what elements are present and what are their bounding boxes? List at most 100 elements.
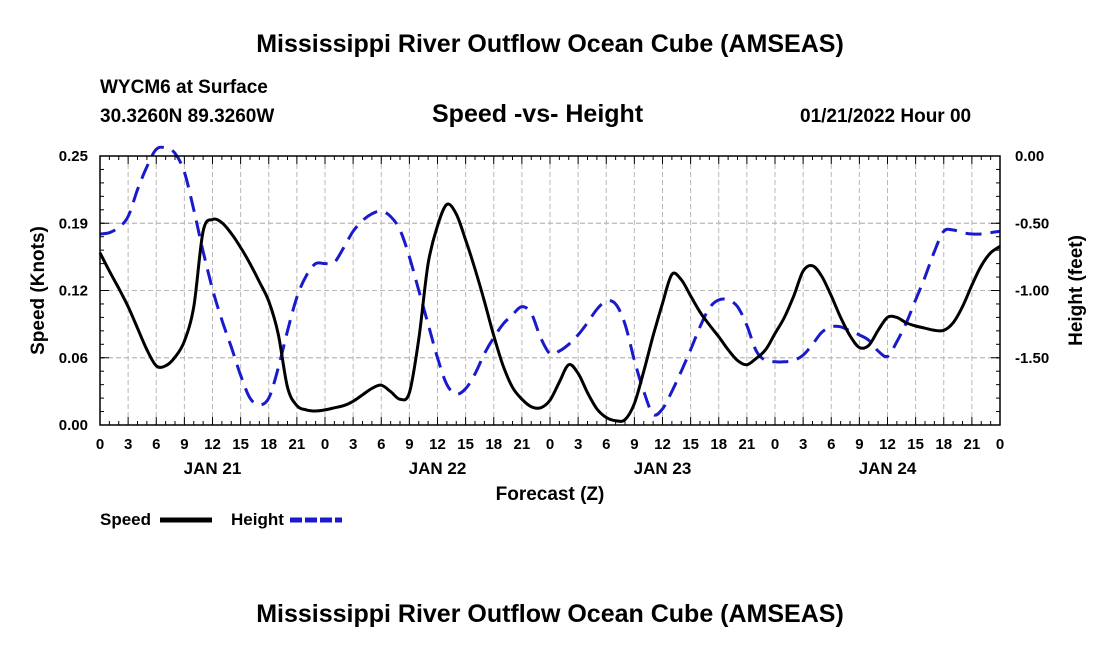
x-tick-label: 0: [96, 436, 104, 453]
data-point-height: [146, 166, 148, 168]
y-right-tick-label: -0.50: [1015, 215, 1049, 232]
x-tick-label: 15: [682, 436, 699, 453]
data-point-speed: [108, 270, 110, 272]
data-point-speed: [568, 364, 570, 366]
plot-frame: [99, 155, 1001, 426]
axis-labels: 0 3 6 9 12 15 18 21 0 3 6 9 12 15 18 21 0 3 6 9 12 15 18 21 0 3 6 9…: [28, 148, 1087, 505]
data-point-speed: [896, 316, 898, 318]
data-point-speed: [924, 327, 926, 329]
data-point-height: [427, 323, 429, 325]
data-point-height: [305, 275, 307, 277]
x-tick-label: 21: [289, 436, 306, 453]
data-point-speed: [511, 386, 513, 388]
data-point-height: [268, 397, 270, 399]
x-tick-label: 0: [321, 436, 329, 453]
legend-label-height: Height: [231, 510, 284, 529]
x-tick-label: 12: [204, 436, 221, 453]
data-point-height: [549, 353, 551, 355]
data-point-speed: [558, 381, 560, 383]
data-point-speed: [530, 406, 532, 408]
x-tick-label: 9: [630, 436, 638, 453]
x-tick-label: 6: [602, 436, 610, 453]
data-point-height: [877, 350, 879, 352]
data-point-height: [380, 210, 382, 212]
data-point-height: [605, 300, 607, 302]
data-point-height: [774, 361, 776, 363]
data-point-height: [174, 152, 176, 154]
data-point-height: [511, 314, 513, 316]
data-point-height: [633, 359, 635, 361]
x-tick-label: 15: [907, 436, 924, 453]
data-point-speed: [549, 399, 551, 401]
data-point-speed: [914, 325, 916, 327]
data-point-speed: [239, 246, 241, 248]
data-point-speed: [718, 336, 720, 338]
data-point-speed: [933, 329, 935, 331]
data-point-height: [661, 408, 663, 410]
data-point-height: [643, 390, 645, 392]
data-point-speed: [324, 409, 326, 411]
data-point-speed: [146, 348, 148, 350]
data-point-speed: [493, 334, 495, 336]
data-point-height: [314, 262, 316, 264]
series-line-speed: [98, 202, 1001, 423]
data-point-speed: [774, 332, 776, 334]
x-tick-label: 9: [180, 436, 188, 453]
data-point-height: [980, 233, 982, 235]
date-label: JAN 23: [634, 459, 692, 478]
data-point-speed: [277, 332, 279, 334]
data-point-speed: [943, 329, 945, 331]
data-point-speed: [755, 357, 757, 359]
data-point-height: [839, 326, 841, 328]
data-point-speed: [764, 348, 766, 350]
data-point-speed: [427, 262, 429, 264]
data-point-height: [211, 288, 213, 290]
data-point-height: [361, 219, 363, 221]
x-tick-label: 15: [232, 436, 249, 453]
data-point-speed: [811, 265, 813, 267]
data-point-speed: [793, 295, 795, 297]
data-point-height: [868, 339, 870, 341]
data-point-speed: [680, 279, 682, 281]
data-point-height: [764, 359, 766, 361]
data-point-height: [586, 322, 588, 324]
data-point-height: [858, 334, 860, 336]
data-point-speed: [183, 340, 185, 342]
data-point-height: [193, 209, 195, 211]
data-point-speed: [446, 203, 448, 205]
x-tick-label: 21: [514, 436, 531, 453]
x-tick-label: 3: [349, 436, 357, 453]
data-point-speed: [389, 390, 391, 392]
y-right-tick-label: -1.50: [1015, 350, 1049, 367]
data-point-speed: [671, 273, 673, 275]
y-left-tick-label: 0.25: [59, 148, 88, 165]
data-point-height: [680, 370, 682, 372]
x-axis-title: Forecast (Z): [496, 484, 605, 505]
footer-title: Mississippi River Outflow Ocean Cube (AM…: [256, 600, 844, 628]
data-point-height: [277, 367, 279, 369]
x-tick-label: 21: [739, 436, 756, 453]
data-point-height: [596, 308, 598, 310]
data-point-speed: [127, 305, 129, 307]
data-point-speed: [436, 225, 438, 227]
station-label: WYCM6 at Surface: [100, 77, 268, 98]
data-point-speed: [586, 392, 588, 394]
data-point-speed: [746, 364, 748, 366]
x-tick-label: 3: [799, 436, 807, 453]
data-point-speed: [314, 410, 316, 412]
x-tick-label: 9: [855, 436, 863, 453]
x-tick-label: 6: [377, 436, 385, 453]
data-point-height: [108, 231, 110, 233]
forecast-datetime: 01/21/2022 Hour 00: [800, 106, 972, 127]
data-point-speed: [802, 270, 804, 272]
data-point-speed: [211, 218, 213, 220]
data-point-speed: [333, 407, 335, 409]
y-right-axis-title: Height (feet): [1066, 235, 1087, 346]
data-point-speed: [971, 284, 973, 286]
data-point-speed: [118, 287, 120, 289]
data-point-speed: [877, 329, 879, 331]
data-point-height: [971, 233, 973, 235]
data-point-height: [924, 276, 926, 278]
data-point-speed: [624, 418, 626, 420]
x-tick-label: 12: [879, 436, 896, 453]
